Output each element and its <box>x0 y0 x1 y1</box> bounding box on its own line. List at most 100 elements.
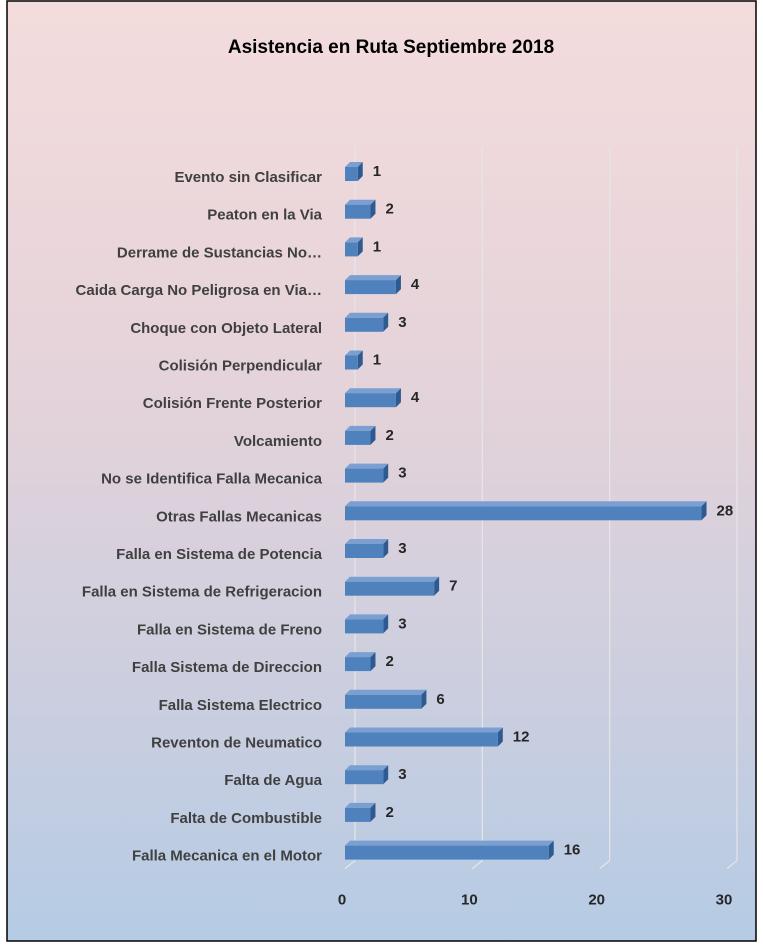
bar <box>345 350 363 370</box>
bar-top <box>345 652 376 658</box>
y-tick-label: Reventon de Neumatico <box>151 734 322 751</box>
bar <box>345 501 707 521</box>
y-tick-label: Derrame de Sustancias No… <box>117 244 322 261</box>
bar <box>345 199 376 219</box>
bar-top <box>345 350 363 356</box>
bar-side <box>383 539 389 558</box>
bar-side <box>370 652 376 672</box>
bar-top <box>345 199 376 205</box>
bar-side <box>370 802 376 822</box>
y-tick-label: Falta de Agua <box>224 772 322 789</box>
value-label: 2 <box>385 427 393 444</box>
bar-top <box>345 463 389 469</box>
bar-front <box>345 770 384 785</box>
bar-front <box>345 430 371 445</box>
y-tick-label: Evento sin Clasificar <box>174 169 322 186</box>
bar <box>345 463 389 483</box>
bar <box>345 614 389 634</box>
value-label: 2 <box>385 653 393 670</box>
y-tick-label: Falla Sistema Electrico <box>159 697 322 714</box>
bar-top <box>345 501 707 507</box>
bar <box>345 652 376 672</box>
x-tick-label: 0 <box>338 892 346 909</box>
value-label: 4 <box>411 389 420 406</box>
y-tick-label: Falla Mecanica en el Motor <box>132 848 322 865</box>
bar-top <box>345 388 401 394</box>
y-tick-label: Peaton en la Via <box>207 207 322 224</box>
bar-front <box>345 355 358 370</box>
bar-top <box>345 614 389 620</box>
bar-front <box>345 280 396 295</box>
bar-side <box>395 275 401 295</box>
bar-front <box>345 544 384 558</box>
y-tick-label: Otras Fallas Mecanicas <box>156 508 322 525</box>
value-label: 3 <box>398 314 406 331</box>
y-tick-label: Falla en Sistema de Potencia <box>116 546 323 563</box>
bar-side <box>383 463 389 483</box>
bar-top <box>345 802 376 808</box>
bar-front <box>345 657 371 672</box>
bar <box>345 275 401 295</box>
grid-line <box>471 860 483 870</box>
bar-front <box>345 581 435 596</box>
y-tick-label: Choque con Objeto Lateral <box>130 320 322 337</box>
bar-side <box>548 840 554 860</box>
y-tick-label: Falla Sistema de Direccion <box>132 659 322 676</box>
bar-side <box>497 727 503 747</box>
bar <box>345 388 401 408</box>
bar <box>345 237 363 257</box>
bar-front <box>345 317 384 332</box>
bar-side <box>421 689 427 709</box>
bar <box>345 802 376 822</box>
x-tick-label: 10 <box>461 892 478 909</box>
bar-top <box>345 689 427 695</box>
value-label: 6 <box>436 691 444 708</box>
bar-front <box>345 619 384 634</box>
bar <box>345 765 389 785</box>
bar-front <box>345 694 422 709</box>
bar-front <box>345 204 371 219</box>
bar-side <box>434 576 440 596</box>
bar-top <box>345 727 503 733</box>
bar-top <box>345 275 401 281</box>
bar-side <box>383 765 389 785</box>
bar-side <box>370 425 376 445</box>
value-label: 2 <box>385 804 393 821</box>
bar-top <box>345 162 363 167</box>
bar <box>345 312 389 332</box>
bar <box>345 689 427 709</box>
bar <box>345 425 376 445</box>
value-label: 1 <box>373 238 381 255</box>
bar-side <box>383 312 389 332</box>
bar <box>345 576 440 596</box>
bar-side <box>701 501 707 521</box>
value-label: 12 <box>513 728 530 745</box>
bar-top <box>345 312 389 318</box>
bar-top <box>345 576 440 582</box>
value-label: 16 <box>564 842 581 859</box>
bar-front <box>345 167 358 181</box>
bar <box>345 162 363 181</box>
bar-top <box>345 539 389 544</box>
value-label: 2 <box>385 201 393 218</box>
value-label: 3 <box>398 540 406 557</box>
grid-line <box>344 860 356 870</box>
y-tick-label: Falla en Sistema de Freno <box>137 621 322 638</box>
value-label: 4 <box>411 276 420 293</box>
bar <box>345 840 554 860</box>
bar-side <box>370 199 376 219</box>
bar-top <box>345 425 376 431</box>
value-label: 3 <box>398 766 406 783</box>
bar-front <box>345 393 396 408</box>
bar-side <box>357 350 363 370</box>
grid-line <box>599 860 611 870</box>
y-tick-label: Caida Carga No Peligrosa en Via… <box>76 282 322 299</box>
value-label: 3 <box>398 615 406 632</box>
y-tick-label: Volcamiento <box>234 433 322 450</box>
bar <box>345 727 503 747</box>
y-tick-label: Colisión Frente Posterior <box>143 395 322 412</box>
bar-side <box>395 388 401 408</box>
bar-side <box>357 162 363 181</box>
chart-title: Asistencia en Ruta Septiembre 2018 <box>228 37 554 58</box>
